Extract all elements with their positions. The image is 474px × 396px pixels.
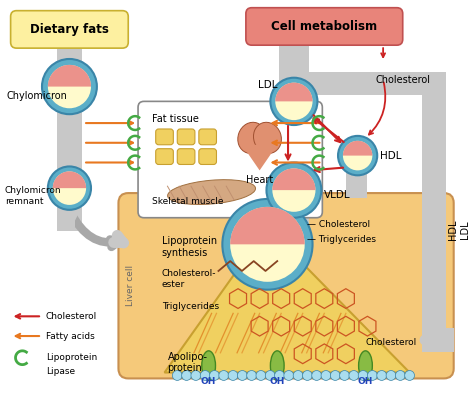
Polygon shape — [164, 228, 410, 373]
FancyBboxPatch shape — [155, 129, 173, 145]
Text: Skeletal muscle: Skeletal muscle — [152, 198, 223, 206]
Text: Heart: Heart — [246, 175, 273, 185]
Text: — Triglycerides: — Triglycerides — [307, 235, 376, 244]
Polygon shape — [48, 65, 91, 87]
FancyBboxPatch shape — [118, 193, 454, 379]
Text: Cholesterol-
ester: Cholesterol- ester — [162, 269, 216, 289]
Circle shape — [182, 371, 191, 381]
Bar — [57, 48, 82, 230]
Circle shape — [228, 371, 238, 381]
Text: Apolipo-
protein: Apolipo- protein — [167, 352, 208, 373]
Text: Cell metabolism: Cell metabolism — [271, 20, 377, 33]
Circle shape — [173, 371, 182, 381]
Circle shape — [340, 371, 349, 381]
Text: LDL: LDL — [460, 220, 470, 239]
Text: Dietary fats: Dietary fats — [30, 23, 109, 36]
Ellipse shape — [238, 122, 266, 153]
FancyBboxPatch shape — [155, 149, 173, 164]
Circle shape — [358, 371, 368, 381]
Circle shape — [270, 78, 318, 125]
Circle shape — [191, 371, 201, 381]
FancyBboxPatch shape — [10, 11, 128, 48]
Circle shape — [367, 371, 377, 381]
Circle shape — [395, 371, 405, 381]
Circle shape — [338, 136, 377, 175]
Circle shape — [377, 371, 387, 381]
Polygon shape — [230, 207, 305, 244]
Circle shape — [284, 371, 294, 381]
Circle shape — [312, 371, 321, 381]
Bar — [63, 113, 78, 182]
Circle shape — [42, 59, 97, 114]
Text: — Cholesterol: — Cholesterol — [307, 220, 370, 229]
Ellipse shape — [359, 351, 373, 381]
Polygon shape — [273, 168, 316, 190]
Text: Chylomicron
remnant: Chylomicron remnant — [5, 187, 61, 206]
Polygon shape — [343, 141, 373, 156]
Text: OH: OH — [201, 377, 216, 386]
Ellipse shape — [202, 351, 216, 381]
Circle shape — [48, 166, 91, 210]
Circle shape — [405, 371, 414, 381]
Circle shape — [53, 171, 86, 205]
Circle shape — [230, 207, 305, 282]
Text: Lipase: Lipase — [46, 367, 75, 376]
Text: OH: OH — [358, 377, 373, 386]
Bar — [59, 48, 80, 102]
Circle shape — [200, 371, 210, 381]
Circle shape — [265, 371, 275, 381]
Text: HDL: HDL — [380, 150, 401, 161]
Circle shape — [210, 371, 219, 381]
Text: Triglycerides: Triglycerides — [162, 302, 219, 311]
Text: Cholesterol: Cholesterol — [365, 339, 417, 347]
Circle shape — [273, 168, 316, 212]
Circle shape — [321, 371, 331, 381]
FancyBboxPatch shape — [177, 129, 195, 145]
Polygon shape — [275, 83, 312, 101]
Circle shape — [219, 371, 228, 381]
Circle shape — [48, 65, 91, 108]
Circle shape — [330, 371, 340, 381]
Bar — [309, 72, 422, 95]
Circle shape — [302, 371, 312, 381]
Circle shape — [222, 199, 312, 290]
Circle shape — [237, 371, 247, 381]
Circle shape — [246, 371, 256, 381]
Text: Fatty acids: Fatty acids — [46, 331, 95, 341]
Text: Lipoprotein
synthesis: Lipoprotein synthesis — [162, 236, 217, 258]
Circle shape — [274, 371, 284, 381]
Circle shape — [256, 371, 266, 381]
Circle shape — [293, 371, 303, 381]
Bar — [422, 328, 454, 352]
Text: Chylomicron: Chylomicron — [7, 91, 68, 101]
FancyBboxPatch shape — [177, 149, 195, 164]
Text: Cholesterol: Cholesterol — [375, 75, 430, 85]
Text: Fat tissue: Fat tissue — [152, 114, 199, 124]
Circle shape — [343, 141, 373, 170]
Text: Cholesterol: Cholesterol — [46, 312, 97, 321]
FancyBboxPatch shape — [199, 149, 217, 164]
Text: LDL: LDL — [258, 80, 277, 89]
Circle shape — [349, 371, 359, 381]
Circle shape — [386, 371, 396, 381]
Circle shape — [275, 83, 312, 120]
Text: OH: OH — [270, 377, 285, 386]
FancyBboxPatch shape — [246, 8, 403, 45]
Ellipse shape — [168, 180, 255, 204]
Text: VLDL: VLDL — [324, 190, 351, 200]
Circle shape — [266, 162, 321, 218]
FancyBboxPatch shape — [138, 101, 322, 218]
Ellipse shape — [254, 122, 282, 153]
Polygon shape — [242, 145, 277, 170]
Text: HDL: HDL — [448, 219, 458, 240]
Ellipse shape — [270, 351, 284, 381]
Polygon shape — [53, 171, 86, 188]
Text: Liver cell: Liver cell — [126, 265, 135, 307]
Bar — [422, 72, 446, 346]
Bar — [346, 168, 367, 198]
FancyBboxPatch shape — [199, 129, 217, 145]
Text: Lipoprotein: Lipoprotein — [46, 353, 97, 362]
Bar — [279, 45, 309, 236]
